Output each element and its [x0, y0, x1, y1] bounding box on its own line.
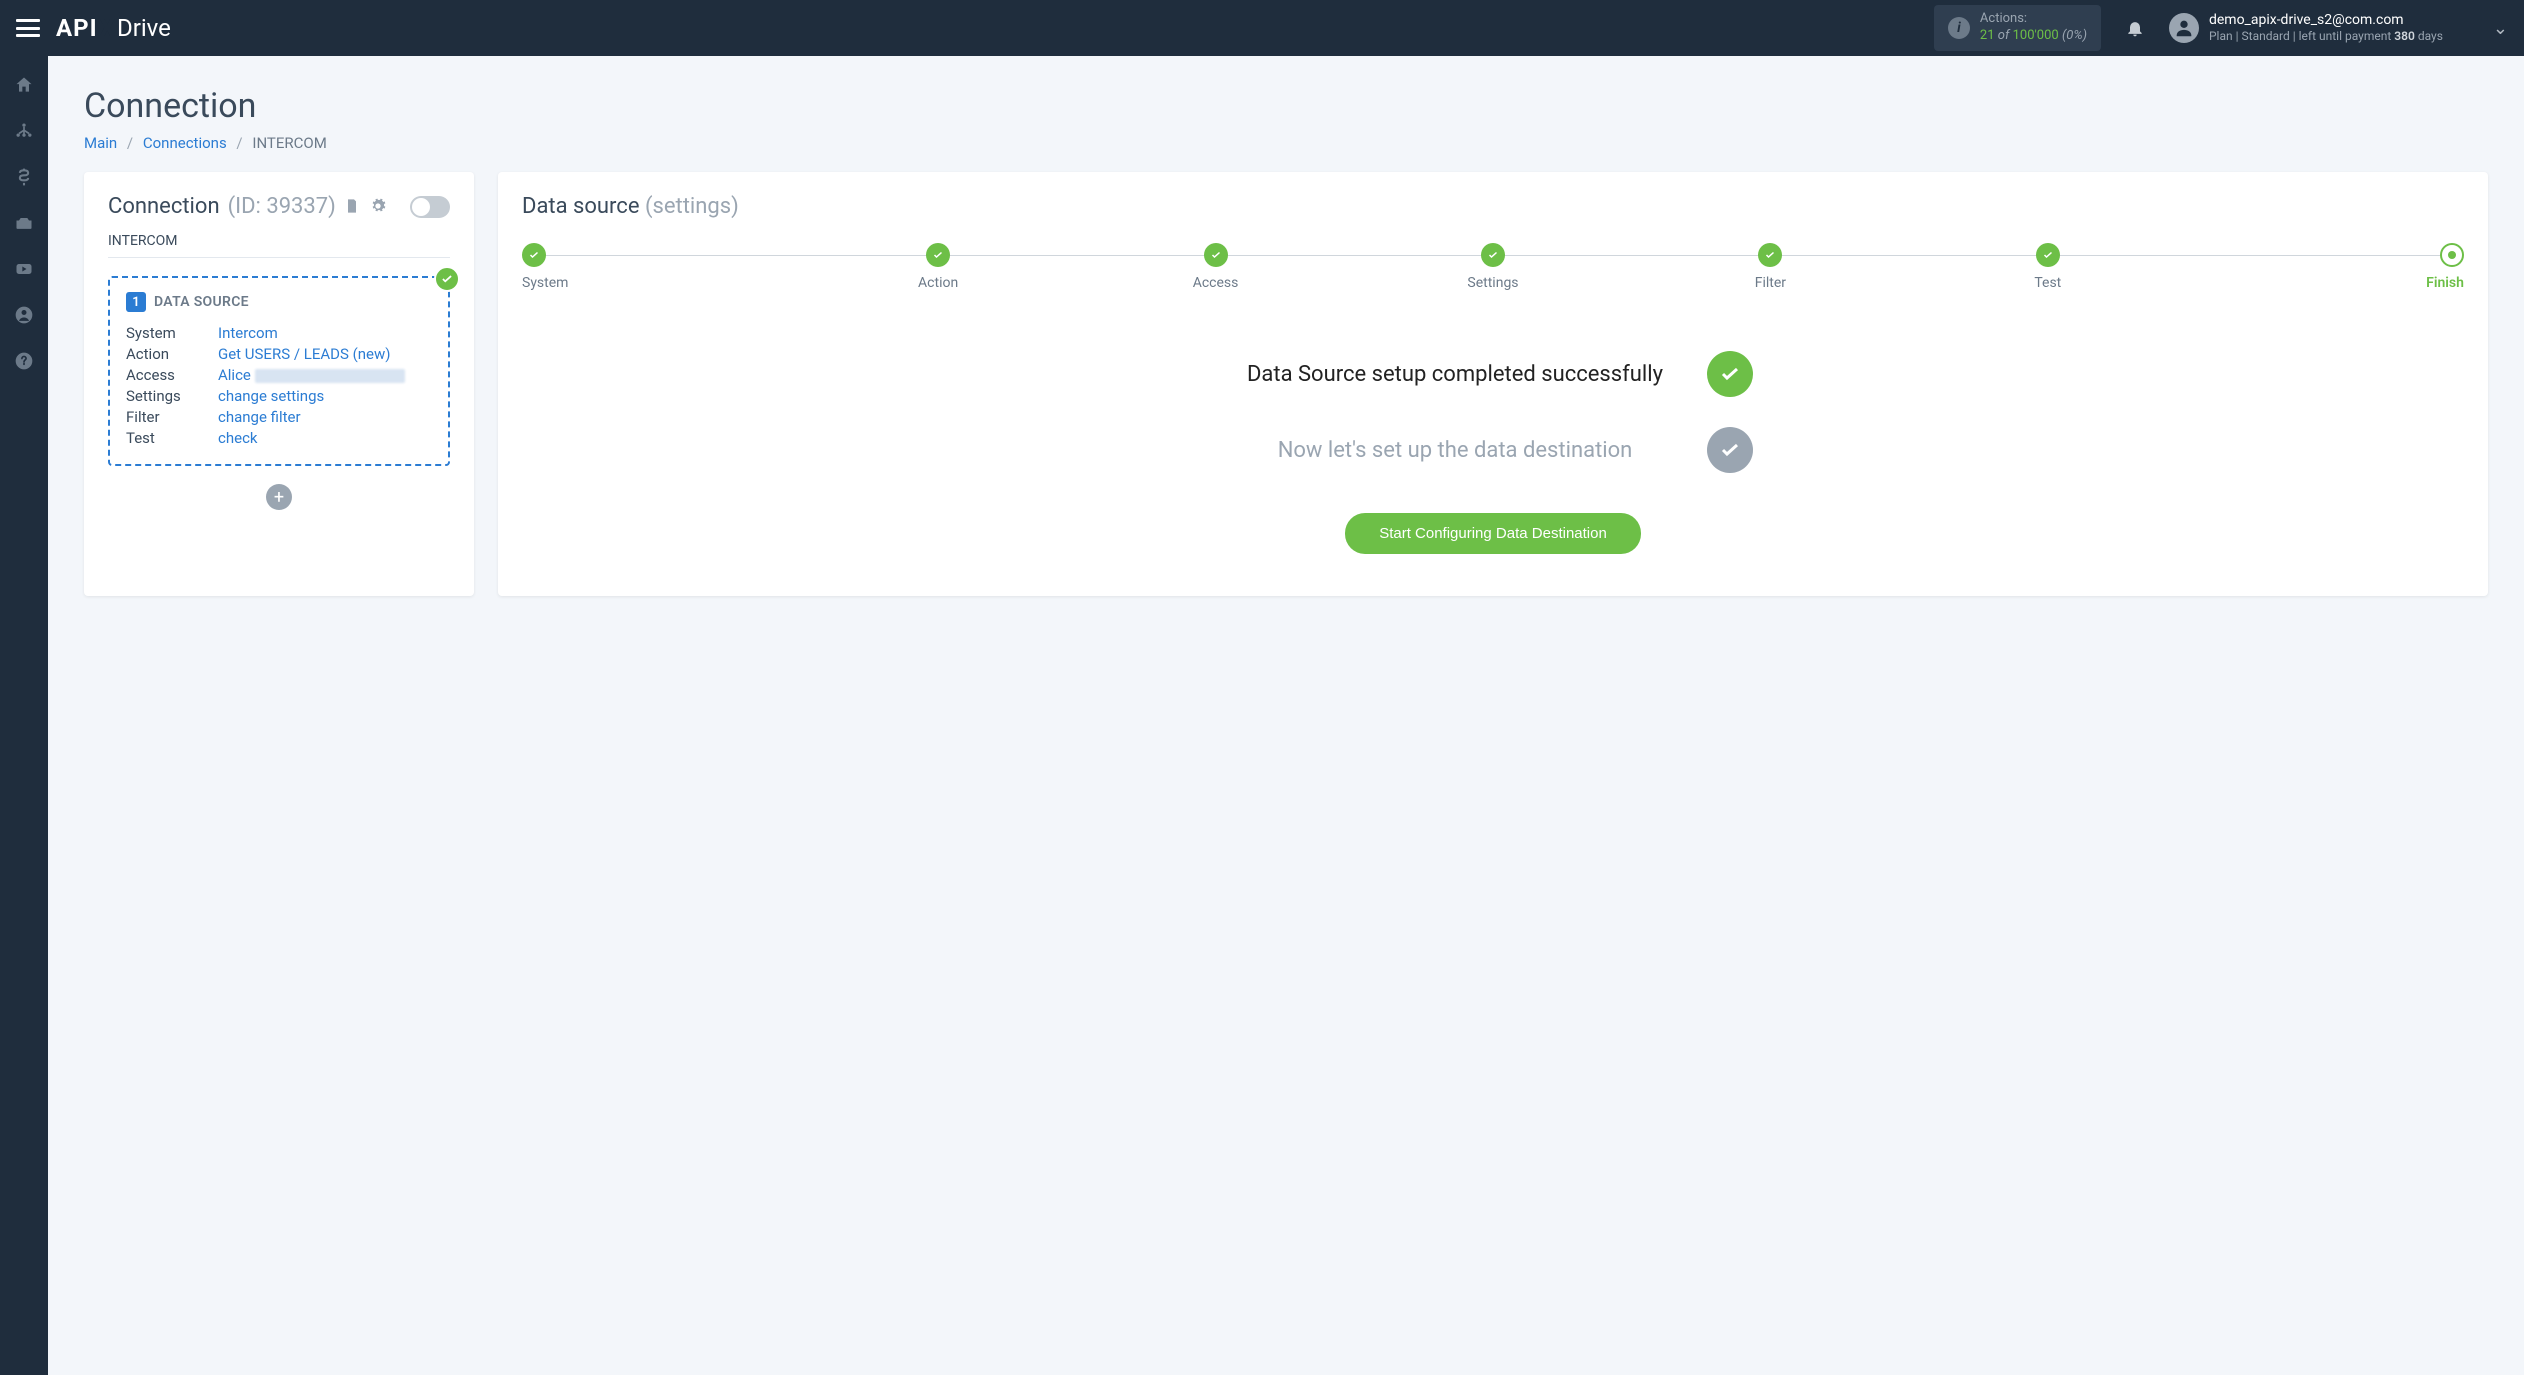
- sidebar-billing-icon[interactable]: [13, 166, 35, 188]
- step-access[interactable]: Access: [1077, 243, 1354, 291]
- ds-number: 1: [126, 292, 146, 312]
- sidebar-help-icon[interactable]: [13, 350, 35, 372]
- step-filter[interactable]: Filter: [1632, 243, 1909, 291]
- bell-icon[interactable]: [2125, 18, 2145, 38]
- sidebar-tools-icon[interactable]: [13, 212, 35, 234]
- plan-days: 380: [2394, 29, 2415, 43]
- row-settings-k: Settings: [126, 387, 218, 405]
- status-completed-text: Data Source setup completed successfully: [1233, 362, 1677, 387]
- actions-pct: (0%): [2062, 28, 2087, 43]
- row-filter-k: Filter: [126, 408, 218, 426]
- avatar-icon: [2169, 13, 2199, 43]
- check-icon-large: [1707, 351, 1753, 397]
- sidebar-account-icon[interactable]: [13, 304, 35, 326]
- row-access-v[interactable]: Alice: [218, 366, 405, 384]
- check-icon: [434, 266, 460, 292]
- add-button[interactable]: +: [266, 484, 292, 510]
- step-settings[interactable]: Settings: [1354, 243, 1631, 291]
- check-icon-pending: [1707, 427, 1753, 473]
- actions-label: Actions:: [1980, 11, 2087, 28]
- sidebar-home-icon[interactable]: [13, 74, 35, 96]
- menu-icon[interactable]: [16, 19, 40, 37]
- row-system-v[interactable]: Intercom: [218, 324, 278, 342]
- plan-prefix: Plan |: [2209, 29, 2239, 43]
- right-title: Data source: [522, 194, 640, 219]
- actions-max: 100'000: [2013, 28, 2059, 43]
- plan-days-suffix: days: [2418, 29, 2443, 43]
- row-action-v[interactable]: Get USERS / LEADS (new): [218, 345, 390, 363]
- ds-label: DATA SOURCE: [154, 294, 249, 310]
- connection-panel: Connection (ID: 39337) INTERCOM 1 DATA S…: [84, 172, 474, 596]
- data-source-box[interactable]: 1 DATA SOURCE SystemIntercom ActionGet U…: [108, 276, 450, 466]
- actions-of: of: [1998, 28, 2010, 43]
- step-action[interactable]: Action: [799, 243, 1076, 291]
- gear-icon[interactable]: [370, 198, 388, 216]
- info-icon: i: [1948, 17, 1970, 39]
- row-action-k: Action: [126, 345, 218, 363]
- breadcrumb-current: INTERCOM: [252, 134, 326, 152]
- row-access-k: Access: [126, 366, 218, 384]
- row-test-k: Test: [126, 429, 218, 447]
- row-test-v[interactable]: check: [218, 429, 258, 447]
- chevron-down-icon[interactable]: ⌄: [2493, 18, 2508, 39]
- sidebar: [0, 56, 48, 1375]
- topbar: APIXDrive i Actions: 21 of 100'000 (0%) …: [0, 0, 2524, 56]
- actions-counter[interactable]: i Actions: 21 of 100'000 (0%): [1934, 5, 2101, 51]
- data-source-panel: Data source (settings) System Action Acc…: [498, 172, 2488, 596]
- connection-title: Connection: [108, 194, 220, 219]
- document-icon[interactable]: [344, 198, 362, 216]
- row-filter-v[interactable]: change filter: [218, 408, 301, 426]
- status-pending: Now let's set up the data destination: [1233, 427, 1753, 473]
- logo[interactable]: APIXDrive: [56, 14, 171, 42]
- plan-mid: | left until payment: [2293, 29, 2392, 43]
- step-system[interactable]: System: [522, 243, 799, 291]
- start-destination-button[interactable]: Start Configuring Data Destination: [1345, 513, 1641, 554]
- user-menu[interactable]: demo_apix-drive_s2@com.com Plan | Standa…: [2169, 11, 2508, 45]
- connection-toggle[interactable]: [410, 196, 450, 218]
- breadcrumb: Main / Connections / INTERCOM: [84, 134, 2488, 152]
- connection-id: (ID: 39337): [228, 194, 336, 219]
- stepper: System Action Access Settings Filter Tes…: [522, 243, 2464, 291]
- right-title-light: (settings): [645, 194, 739, 219]
- status-completed: Data Source setup completed successfully: [1233, 351, 1753, 397]
- plan-name: Standard: [2242, 29, 2290, 43]
- page-title: Connection: [84, 86, 2488, 126]
- step-finish[interactable]: Finish: [2187, 243, 2464, 291]
- user-email: demo_apix-drive_s2@com.com: [2209, 11, 2443, 29]
- sidebar-video-icon[interactable]: [13, 258, 35, 280]
- breadcrumb-main[interactable]: Main: [84, 134, 117, 152]
- row-settings-v[interactable]: change settings: [218, 387, 324, 405]
- status-pending-text: Now let's set up the data destination: [1233, 438, 1677, 463]
- breadcrumb-connections[interactable]: Connections: [143, 134, 227, 152]
- step-test[interactable]: Test: [1909, 243, 2186, 291]
- connection-subtitle: INTERCOM: [108, 233, 450, 258]
- actions-current: 21: [1980, 28, 1995, 43]
- sidebar-connections-icon[interactable]: [13, 120, 35, 142]
- row-system-k: System: [126, 324, 218, 342]
